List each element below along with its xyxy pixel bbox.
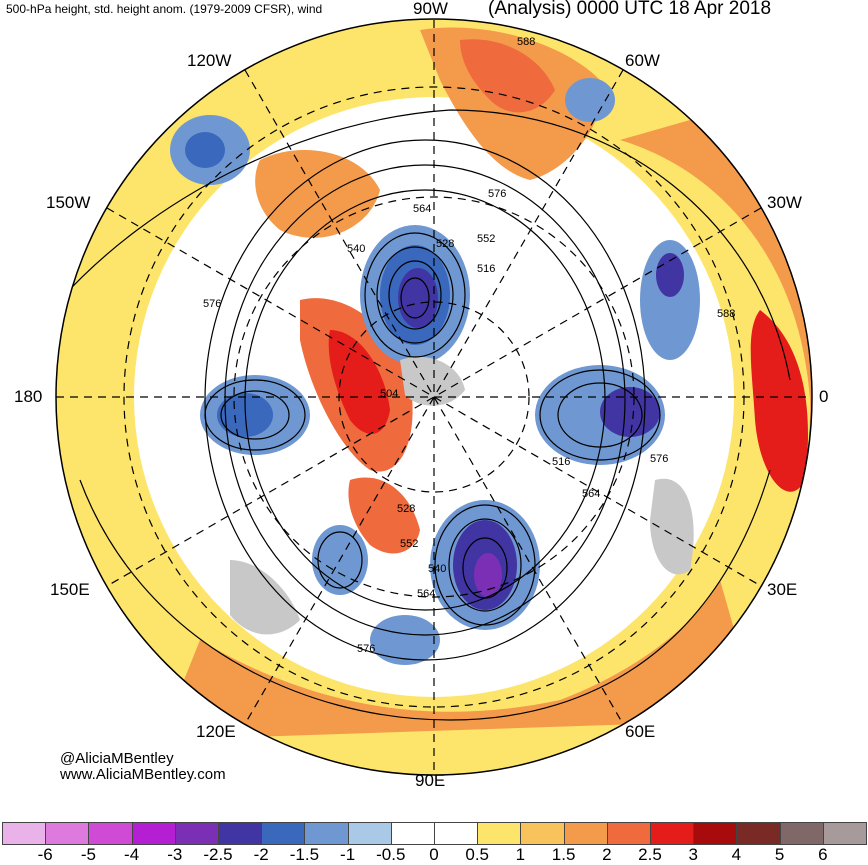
lon-label-150e: 150E xyxy=(50,580,90,599)
colorbar-tick-label: -6 xyxy=(37,845,53,864)
contour-label: 552 xyxy=(477,233,495,245)
colorbar-tick-label: 0.5 xyxy=(465,845,489,864)
height-contours xyxy=(59,109,791,721)
contour-label: 516 xyxy=(552,456,570,468)
lat-lon-grid xyxy=(56,20,812,774)
colorbar-swatch xyxy=(304,822,349,845)
colorbar-swatch xyxy=(693,822,738,845)
colorbar-swatch xyxy=(606,822,651,845)
contour-label: 564 xyxy=(582,488,600,500)
lon-label-120w: 120W xyxy=(187,51,232,70)
contour-label: 588 xyxy=(717,308,735,320)
lon-label-150w: 150W xyxy=(46,193,91,212)
contour-label: 504 xyxy=(380,388,398,400)
colorbar-swatch xyxy=(434,822,479,845)
lon-label-180: 180 xyxy=(14,387,43,406)
colorbar-swatch xyxy=(779,822,824,845)
contour-label: 576 xyxy=(650,453,668,465)
colorbar-tick-label: 2.5 xyxy=(638,845,662,864)
colorbar-tick-label: 5 xyxy=(774,845,785,864)
contour-label: 576 xyxy=(203,298,221,310)
colorbar-swatch xyxy=(563,822,608,845)
contour-label: 552 xyxy=(400,538,418,550)
lon-label-120e: 120E xyxy=(196,722,236,741)
colorbar-tick-label: 1.5 xyxy=(551,845,576,864)
contour-label-group: 588 576 564 552 528 540 516 576 504 516 … xyxy=(203,36,735,655)
contour-label: 576 xyxy=(488,188,506,200)
colorbar-swatch xyxy=(390,822,435,845)
map-title: (Analysis) 0000 UTC 18 Apr 2018 xyxy=(488,0,772,19)
colorbar-swatch xyxy=(2,822,47,845)
colorbar-swatch xyxy=(45,822,90,845)
contour-label: 564 xyxy=(413,203,431,215)
colorbar-swatch xyxy=(822,822,867,845)
contour-label: 540 xyxy=(347,243,365,255)
colorbar-tick-label: -2 xyxy=(253,845,269,864)
colorbar-tick-label: 1 xyxy=(515,845,526,864)
contour-label: 528 xyxy=(436,238,454,250)
contour-label: 516 xyxy=(477,263,495,275)
lon-label-60e: 60E xyxy=(625,722,656,741)
lon-label-90e: 90E xyxy=(415,771,446,790)
colorbar-swatch xyxy=(218,822,263,845)
colorbar-swatch xyxy=(174,822,219,845)
colorbar-tick-label: -1 xyxy=(340,845,356,864)
colorbar-tick-label: -5 xyxy=(80,845,96,864)
map-subtitle: 500-hPa height, std. height anom. (1979-… xyxy=(6,2,323,16)
colorbar-swatch xyxy=(650,822,695,845)
colorbar-tick-label: 3 xyxy=(688,845,698,864)
lon-label-30w: 30W xyxy=(767,193,802,212)
colorbar-tick-label: 2 xyxy=(602,845,612,864)
lon-label-30e: 30E xyxy=(767,580,798,599)
contour-label: 540 xyxy=(428,563,446,575)
contour-label: 588 xyxy=(517,36,535,48)
colorbar-tick-label: -3 xyxy=(167,845,183,864)
colorbar-tick-label: 0 xyxy=(429,845,439,864)
colorbar-swatch xyxy=(520,822,565,845)
colorbar-swatch xyxy=(261,822,306,845)
credit-website: www.AliciaMBentley.com xyxy=(60,766,226,783)
colorbar-swatch xyxy=(477,822,522,845)
colorbar-swatch xyxy=(347,822,392,845)
lon-label-90w: 90W xyxy=(413,0,448,18)
contour-label: 576 xyxy=(357,643,375,655)
contour-label: 564 xyxy=(417,588,435,600)
colorbar-tick-label: 4 xyxy=(731,845,742,864)
colorbar-tick-label: -4 xyxy=(124,845,140,864)
contour-label: 528 xyxy=(397,503,415,515)
colorbar-tick-label: 6 xyxy=(818,845,828,864)
lon-label-0: 0 xyxy=(819,387,829,406)
map-border xyxy=(55,18,813,776)
credit-handle: @AliciaMBentley xyxy=(60,750,174,767)
colorbar-swatch xyxy=(131,822,176,845)
lon-label-60w: 60W xyxy=(625,51,660,70)
colorbar-tick-label: -2.5 xyxy=(203,845,233,864)
colorbar-tick-label: -0.5 xyxy=(376,845,406,864)
colorbar-swatch xyxy=(736,822,781,845)
colorbar-tick-label: -1.5 xyxy=(289,845,320,864)
colorbar-swatch xyxy=(88,822,133,845)
